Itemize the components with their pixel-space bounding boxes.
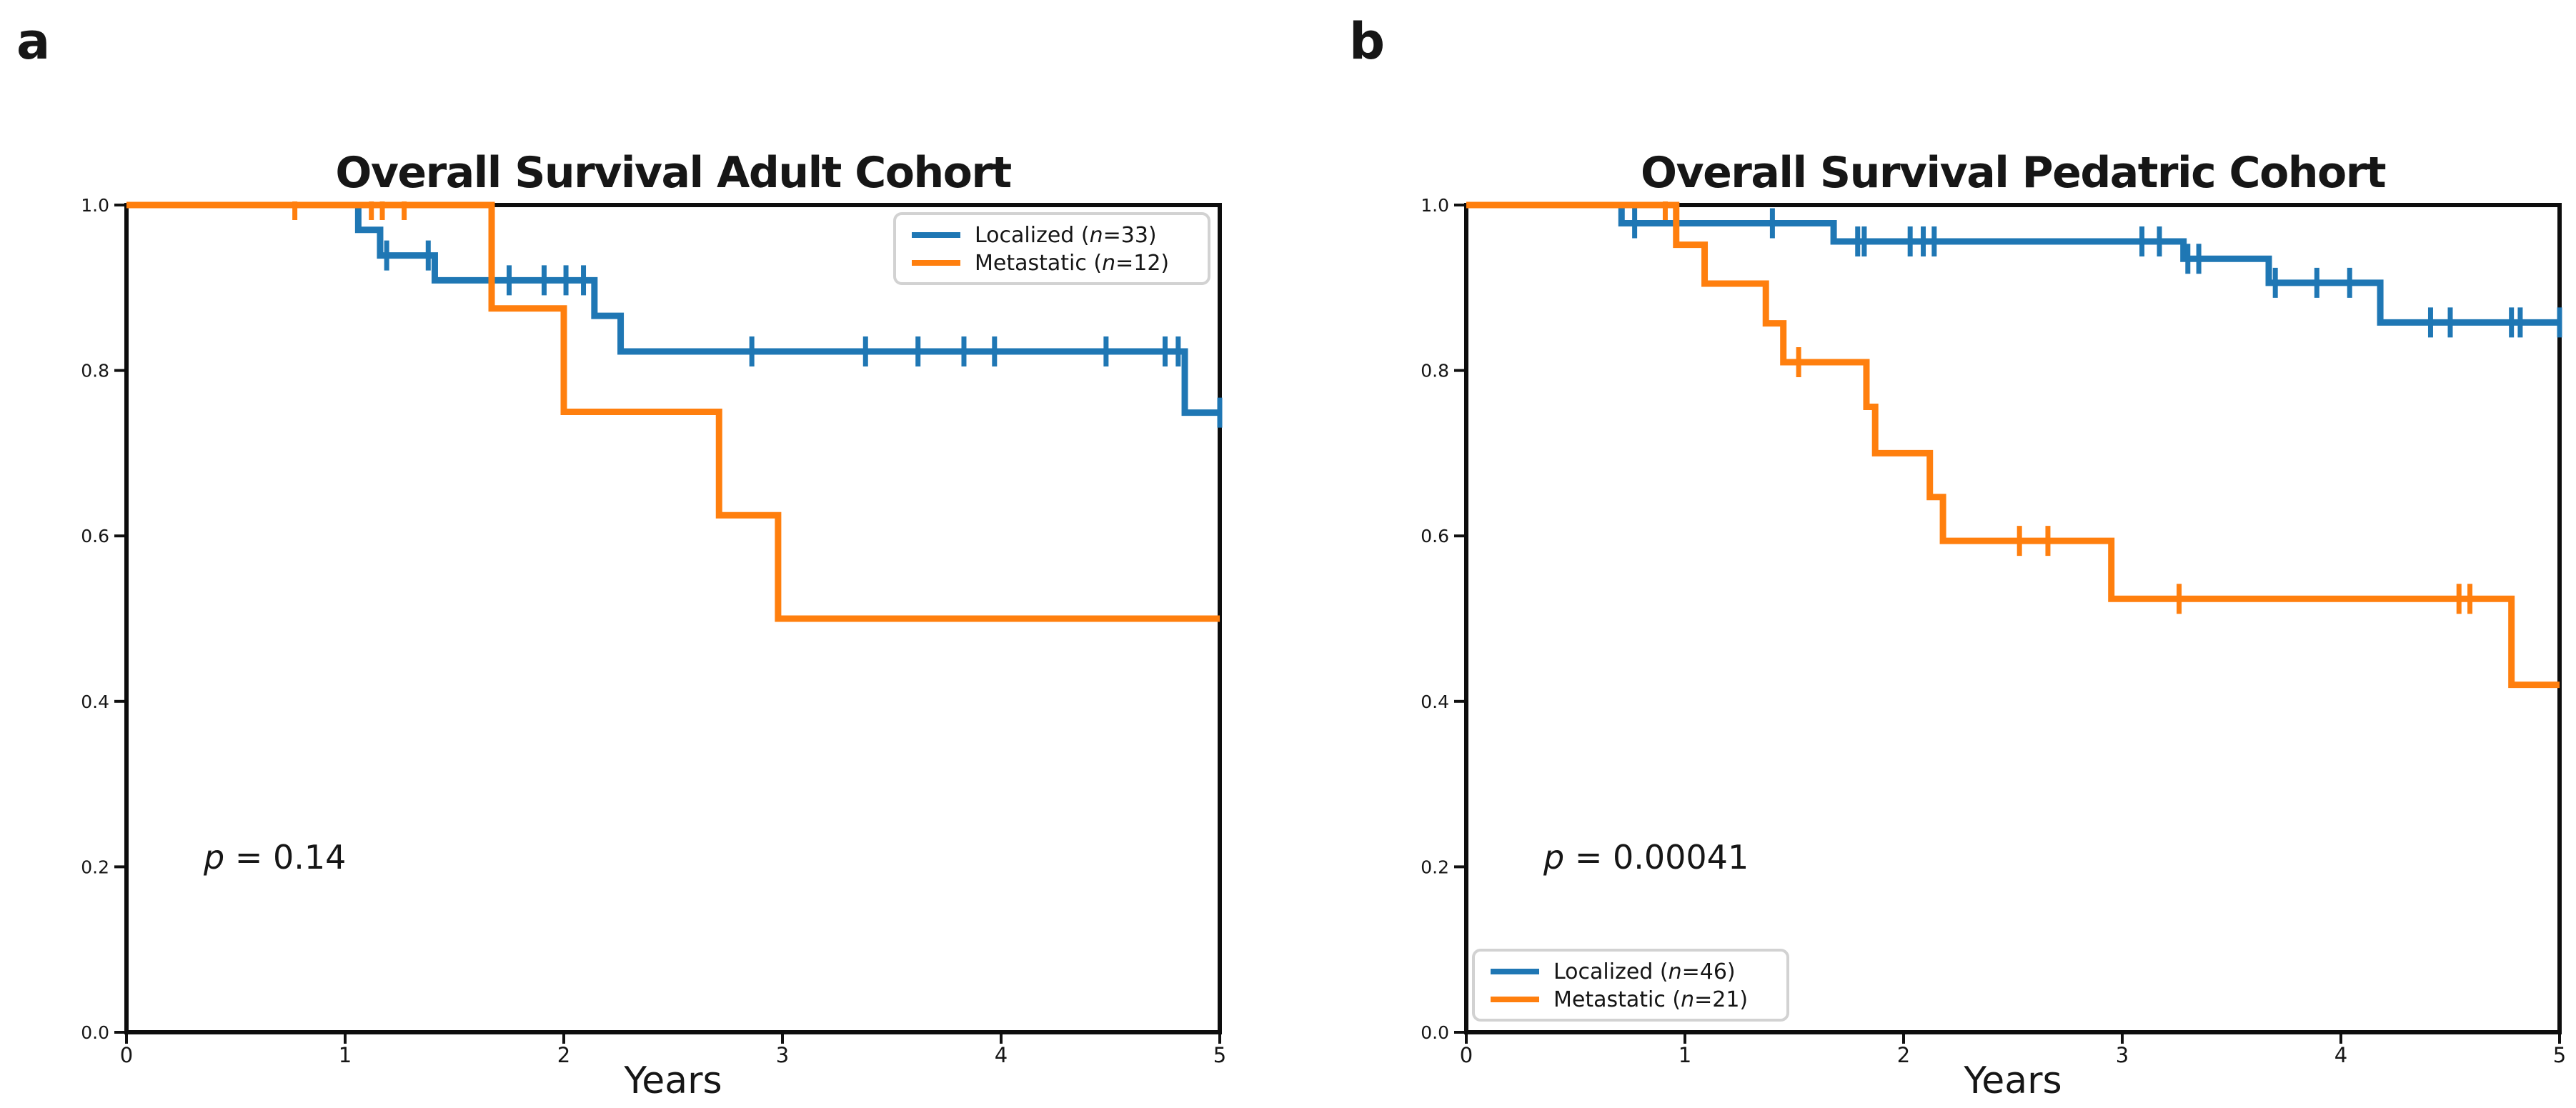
x-tick-label: 1 bbox=[1679, 1043, 1691, 1067]
x-tick-label: 4 bbox=[995, 1043, 1008, 1067]
x-tick-label: 3 bbox=[776, 1043, 789, 1067]
km-step-line bbox=[126, 201, 1220, 622]
legend: Localized (n=46) Metastatic (n=21) bbox=[1472, 949, 1789, 1022]
curves-group bbox=[126, 201, 1223, 622]
panel-letter-a: a bbox=[16, 12, 50, 71]
y-tick-label: 0.6 bbox=[1421, 526, 1449, 546]
km-step-line bbox=[126, 201, 1220, 416]
panel-a: a Overall Survival Adult Cohort 0 1 2 3 4 5 0.0 0… bbox=[16, 12, 1226, 1102]
legend-entry-label: Localized (n=33) bbox=[975, 223, 1157, 248]
panel-b: b Overall Survival Pedatric Cohort 0 1 2 3 4 5 0… bbox=[1349, 12, 2566, 1102]
x-tick-label: 5 bbox=[2553, 1043, 2566, 1067]
x-tick-label: 4 bbox=[2334, 1043, 2347, 1067]
x-tick-label: 1 bbox=[339, 1043, 352, 1067]
legend-box bbox=[893, 212, 1210, 285]
plot-title: Overall Survival Pedatric Cohort bbox=[1641, 148, 2386, 198]
plot-title: Overall Survival Adult Cohort bbox=[335, 148, 1011, 198]
km-step-line bbox=[1466, 201, 2560, 689]
legend-entry-label: Localized (n=46) bbox=[1553, 959, 1736, 984]
x-tick-label: 2 bbox=[1897, 1043, 1910, 1067]
y-tick-label: 0.4 bbox=[1421, 692, 1449, 712]
y-tick-label: 0.0 bbox=[1421, 1022, 1449, 1043]
y-tick-label: 0.8 bbox=[1421, 361, 1449, 381]
y-tick-label: 0.2 bbox=[81, 857, 109, 877]
legend-box bbox=[1472, 949, 1789, 1022]
x-axis-label: Years bbox=[623, 1059, 722, 1102]
y-tick-label: 0.2 bbox=[1421, 857, 1449, 877]
x-tick-label: 2 bbox=[557, 1043, 570, 1067]
y-tick-label: 0.0 bbox=[81, 1022, 109, 1043]
p-value-label: p = 0.14 bbox=[203, 838, 346, 877]
km-step-line bbox=[1466, 201, 2560, 326]
x-tick-label: 5 bbox=[1213, 1043, 1226, 1067]
x-tick-label: 0 bbox=[1460, 1043, 1473, 1067]
x-tick-label: 3 bbox=[2116, 1043, 2129, 1067]
y-tick-label: 0.6 bbox=[81, 526, 109, 546]
y-tick-label: 1.0 bbox=[81, 195, 109, 216]
y-tick-label: 0.8 bbox=[81, 361, 109, 381]
legend-entry-label: Metastatic (n=12) bbox=[975, 251, 1169, 276]
p-value-label: p = 0.00041 bbox=[1543, 838, 1749, 877]
y-tick-label: 0.4 bbox=[81, 692, 109, 712]
legend: Localized (n=33) Metastatic (n=12) bbox=[893, 212, 1210, 285]
x-tick-label: 0 bbox=[120, 1043, 133, 1067]
panel-letter-b: b bbox=[1349, 12, 1385, 71]
x-axis-label: Years bbox=[1963, 1059, 2062, 1102]
plot-frame bbox=[1464, 203, 2562, 1034]
curves-group bbox=[1466, 201, 2562, 689]
legend-entry-label: Metastatic (n=21) bbox=[1553, 987, 1748, 1012]
y-tick-label: 1.0 bbox=[1421, 195, 1449, 216]
